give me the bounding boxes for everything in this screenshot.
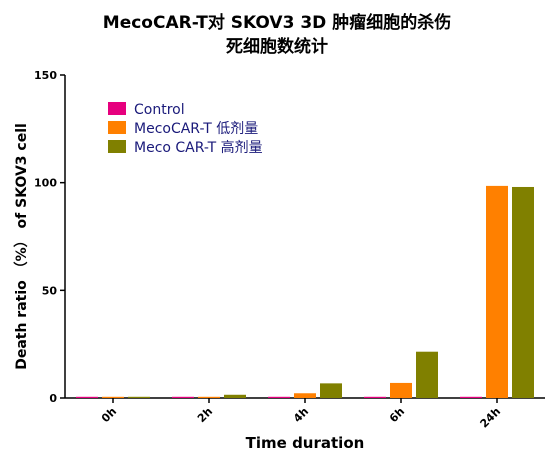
bar [76, 396, 98, 398]
bar [486, 185, 508, 398]
bar [224, 394, 246, 398]
x-tick-label: 2h [195, 405, 215, 425]
chart-title-line2: 死细胞数统计 [226, 37, 328, 57]
bar [172, 396, 194, 398]
y-tick-label: 100 [34, 177, 57, 190]
legend-label: MecoCAR-T 低剂量 [134, 121, 258, 137]
y-tick-label: 50 [42, 284, 58, 297]
bar [320, 383, 342, 398]
bar [460, 396, 482, 398]
x-axis-title: Time duration [246, 434, 365, 452]
legend-label: Control [134, 102, 185, 118]
x-tick-label: 6h [387, 405, 407, 425]
y-axis-title: Death ratio （%） of SKOV3 cell [14, 123, 30, 370]
bar [102, 396, 124, 398]
bar [390, 382, 412, 398]
bar [128, 396, 150, 398]
legend-label: Meco CAR-T 高剂量 [134, 139, 263, 156]
x-tick-label: 24h [478, 405, 504, 431]
x-tick-label: 0h [99, 405, 119, 425]
chart-title-line1: MecoCAR-T对 SKOV3 3D 肿瘤细胞的杀伤 [102, 13, 452, 33]
bar [364, 396, 386, 398]
bar [294, 393, 316, 398]
bar [512, 186, 534, 398]
bar [198, 396, 220, 398]
bar [268, 396, 290, 398]
legend-swatch [108, 140, 126, 153]
legend-swatch [108, 102, 126, 115]
bar [416, 351, 438, 398]
y-tick-label: 0 [49, 392, 57, 405]
x-tick-label: 4h [291, 405, 311, 425]
legend-swatch [108, 121, 126, 134]
y-tick-label: 150 [34, 69, 57, 82]
